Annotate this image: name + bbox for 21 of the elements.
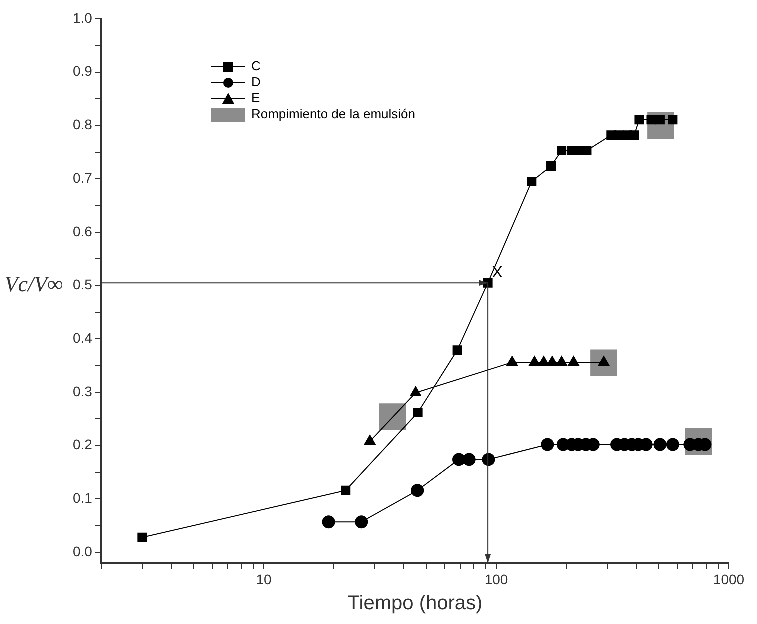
y-tick-label: 0.5 <box>72 276 93 293</box>
y-tick-label: 0.4 <box>72 330 93 346</box>
x-tick-label: 1000 <box>713 571 745 588</box>
y-tick-label: 0.8 <box>72 116 93 133</box>
annotation: X <box>492 264 504 282</box>
legend-label: C <box>251 58 261 74</box>
x-tick-label: 100 <box>484 571 508 588</box>
x-axis-title: Tiempo (horas) <box>348 592 483 615</box>
x-tick-label: 10 <box>256 571 272 588</box>
y-tick-label: 0.6 <box>72 223 93 240</box>
y-axis-title: Vc/V∞ <box>4 272 64 297</box>
y-tick-label: 0.7 <box>72 170 93 186</box>
y-tick-label: 0.3 <box>72 383 93 400</box>
y-tick-label: 0.9 <box>72 63 93 80</box>
legend-label: Rompimiento de la emulsión <box>251 106 416 122</box>
y-tick-label: 0.1 <box>72 490 93 506</box>
legend-label: D <box>251 74 261 90</box>
y-tick-label: 1.0 <box>72 10 93 26</box>
legend-label: E <box>251 90 260 106</box>
y-tick-label: 0.0 <box>72 543 93 560</box>
y-tick-label: 0.2 <box>72 436 93 453</box>
